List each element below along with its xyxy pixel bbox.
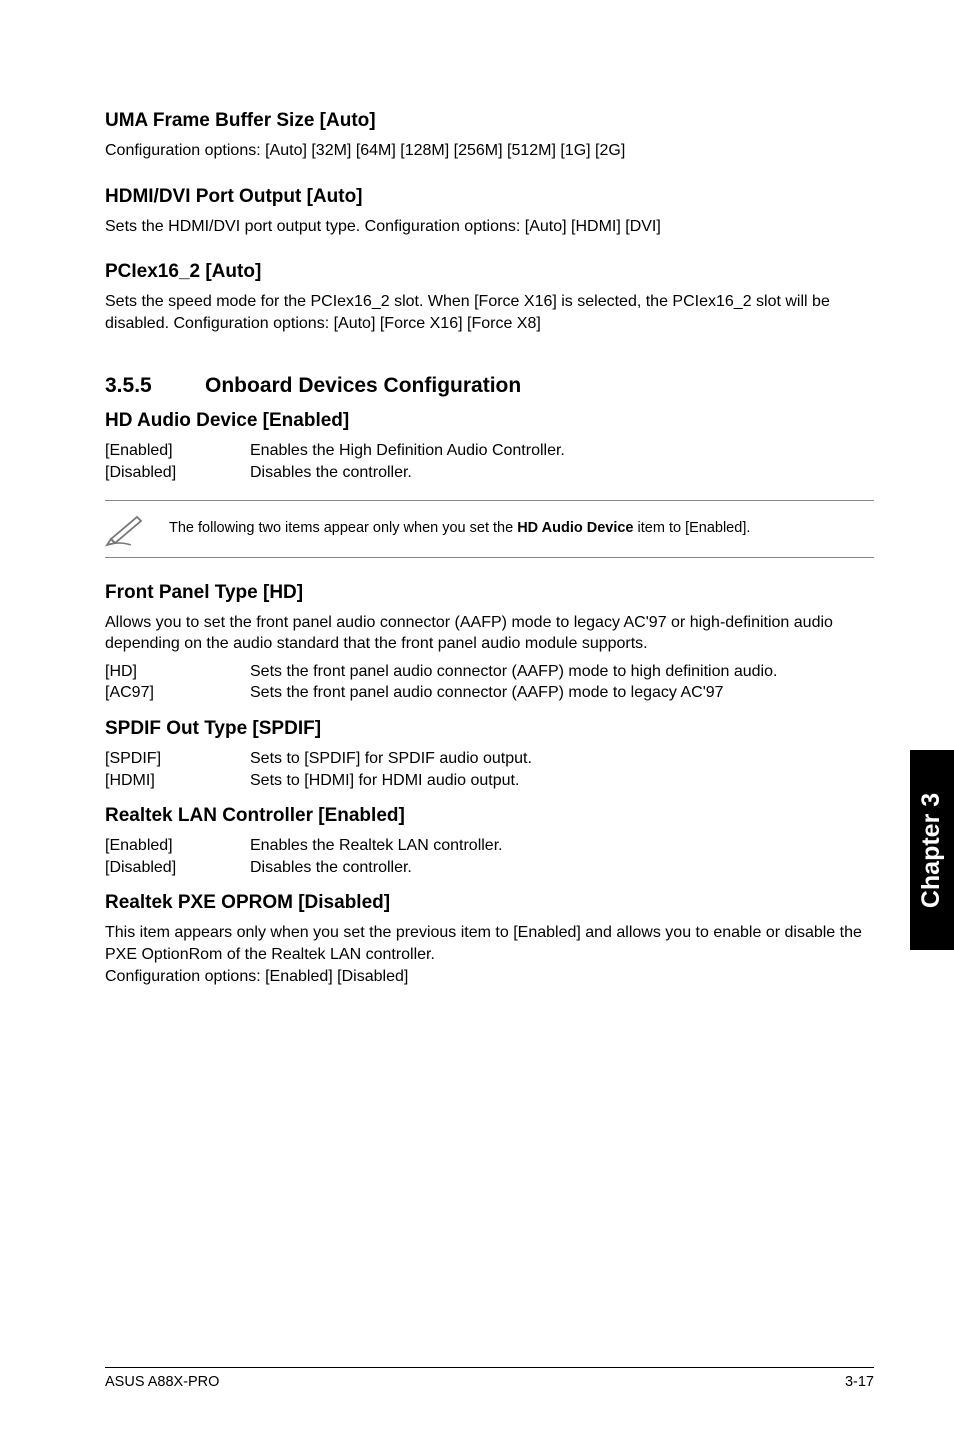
option-key: [Enabled]: [105, 835, 250, 857]
footer-right: 3-17: [845, 1374, 874, 1390]
footer-left: ASUS A88X-PRO: [105, 1374, 219, 1390]
body-uma: Configuration options: [Auto] [32M] [64M…: [105, 140, 874, 162]
option-row: [Disabled] Disables the controller.: [105, 857, 874, 879]
option-row: [Enabled] Enables the High Definition Au…: [105, 440, 874, 462]
note-box: The following two items appear only when…: [105, 500, 874, 558]
section-header-onboard: 3.5.5 Onboard Devices Configuration: [105, 374, 874, 398]
option-row: [HD] Sets the front panel audio connecto…: [105, 661, 874, 683]
note-icon: [105, 511, 147, 547]
option-row: [Enabled] Enables the Realtek LAN contro…: [105, 835, 874, 857]
option-value: Disables the controller.: [250, 462, 874, 484]
option-value: Sets the front panel audio connector (AA…: [250, 661, 874, 683]
option-row: [HDMI] Sets to [HDMI] for HDMI audio out…: [105, 770, 874, 792]
option-key: [Disabled]: [105, 857, 250, 879]
body-pxe1: This item appears only when you set the …: [105, 922, 874, 965]
chapter-side-label: Chapter 3: [918, 792, 947, 907]
option-value: Disables the controller.: [250, 857, 874, 879]
note-text: The following two items appear only when…: [169, 519, 750, 538]
option-row: [SPDIF] Sets to [SPDIF] for SPDIF audio …: [105, 748, 874, 770]
option-row: [AC97] Sets the front panel audio connec…: [105, 682, 874, 704]
heading-hdmi: HDMI/DVI Port Output [Auto]: [105, 186, 874, 208]
option-key: [AC97]: [105, 682, 250, 704]
heading-spdif: SPDIF Out Type [SPDIF]: [105, 718, 874, 740]
option-value: Enables the High Definition Audio Contro…: [250, 440, 874, 462]
option-key: [Enabled]: [105, 440, 250, 462]
heading-lan: Realtek LAN Controller [Enabled]: [105, 805, 874, 827]
heading-hdaudio: HD Audio Device [Enabled]: [105, 410, 874, 432]
body-pciex: Sets the speed mode for the PCIex16_2 sl…: [105, 291, 874, 334]
option-row: [Disabled] Disables the controller.: [105, 462, 874, 484]
heading-pciex: PCIex16_2 [Auto]: [105, 261, 874, 283]
option-value: Enables the Realtek LAN controller.: [250, 835, 874, 857]
section-title: Onboard Devices Configuration: [205, 374, 521, 398]
option-key: [HDMI]: [105, 770, 250, 792]
option-value: Sets the front panel audio connector (AA…: [250, 682, 874, 704]
body-pxe2: Configuration options: [Enabled] [Disabl…: [105, 966, 874, 988]
body-frontpanel: Allows you to set the front panel audio …: [105, 612, 874, 655]
heading-pxe: Realtek PXE OPROM [Disabled]: [105, 892, 874, 914]
heading-uma: UMA Frame Buffer Size [Auto]: [105, 110, 874, 132]
option-key: [HD]: [105, 661, 250, 683]
page-footer: ASUS A88X-PRO 3-17: [105, 1367, 874, 1390]
chapter-side-tab: Chapter 3: [910, 750, 954, 950]
option-value: Sets to [SPDIF] for SPDIF audio output.: [250, 748, 874, 770]
heading-frontpanel: Front Panel Type [HD]: [105, 582, 874, 604]
body-hdmi: Sets the HDMI/DVI port output type. Conf…: [105, 216, 874, 238]
section-number: 3.5.5: [105, 374, 205, 398]
option-key: [Disabled]: [105, 462, 250, 484]
option-value: Sets to [HDMI] for HDMI audio output.: [250, 770, 874, 792]
option-key: [SPDIF]: [105, 748, 250, 770]
